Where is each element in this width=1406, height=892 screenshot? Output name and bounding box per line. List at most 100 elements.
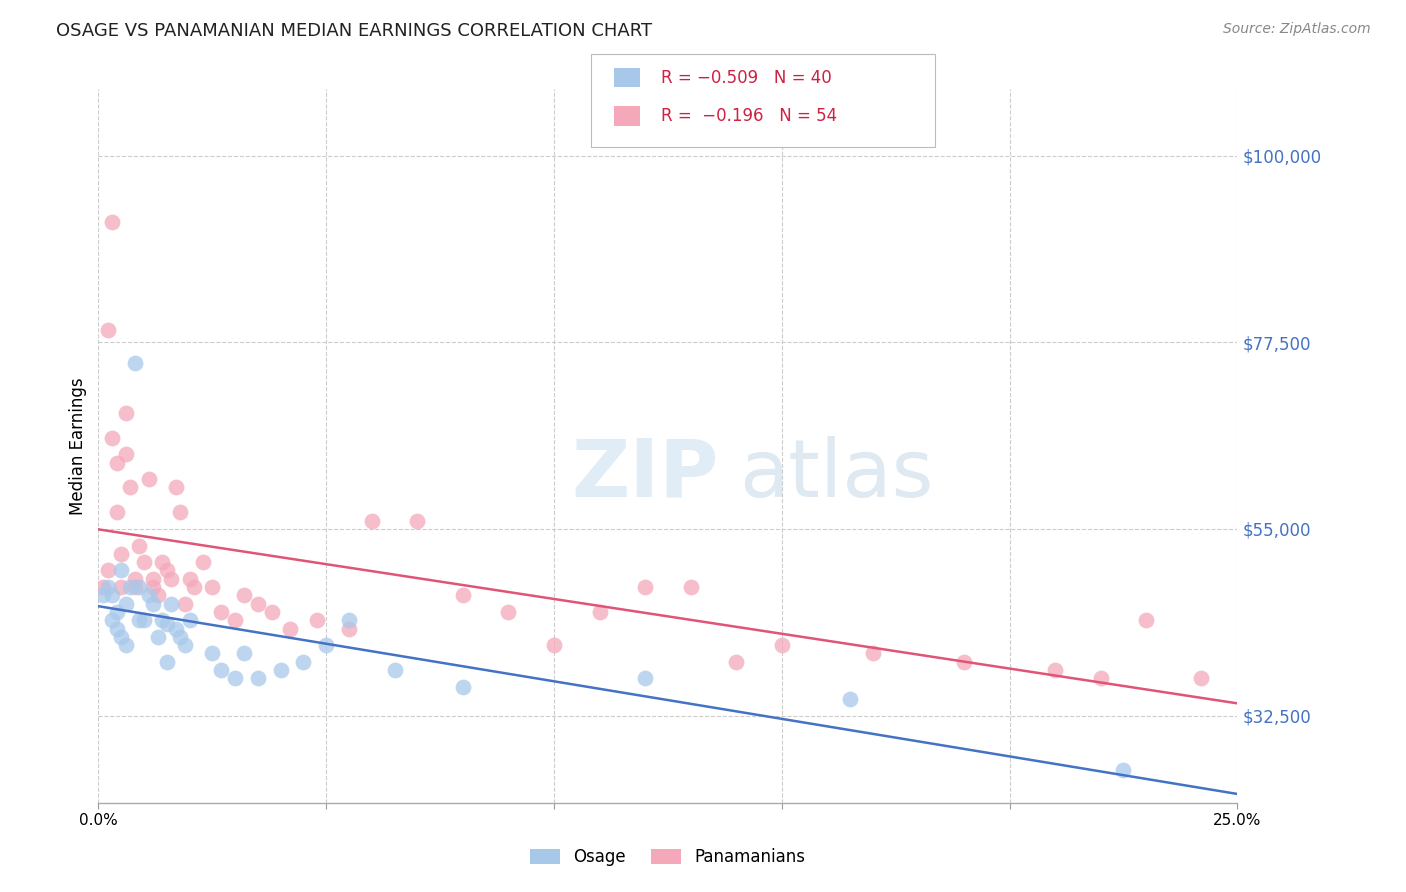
Osage	[156, 617, 179, 632]
Osage	[201, 647, 224, 661]
Panamanians	[260, 605, 283, 619]
Panamanians	[209, 605, 232, 619]
Panamanians	[110, 547, 132, 561]
Panamanians	[337, 622, 360, 636]
Panamanians	[114, 406, 136, 420]
Panamanians	[132, 555, 155, 569]
Osage	[160, 597, 183, 611]
Legend: Osage, Panamanians: Osage, Panamanians	[523, 842, 813, 873]
Osage	[224, 671, 246, 685]
Panamanians	[138, 472, 160, 486]
Text: ZIP: ZIP	[571, 435, 718, 514]
Panamanians	[146, 588, 169, 602]
Panamanians	[179, 572, 201, 586]
Panamanians	[360, 514, 382, 528]
Osage	[174, 638, 197, 652]
Panamanians	[953, 655, 976, 669]
Panamanians	[142, 572, 165, 586]
Osage	[124, 356, 146, 370]
Osage	[105, 622, 128, 636]
Panamanians	[1090, 671, 1112, 685]
Panamanians	[193, 555, 215, 569]
Panamanians	[1189, 671, 1212, 685]
Panamanians	[120, 481, 142, 495]
Panamanians	[183, 580, 205, 594]
Panamanians	[101, 215, 124, 229]
Osage	[132, 613, 155, 627]
Osage	[101, 588, 124, 602]
Osage	[384, 663, 406, 677]
Text: R =  −0.196   N = 54: R = −0.196 N = 54	[661, 107, 837, 125]
Osage	[110, 630, 132, 644]
Osage	[114, 597, 136, 611]
Text: R = −0.509   N = 40: R = −0.509 N = 40	[661, 69, 831, 87]
Y-axis label: Median Earnings: Median Earnings	[69, 377, 87, 515]
Osage	[146, 630, 169, 644]
Osage	[101, 613, 124, 627]
Osage	[169, 630, 191, 644]
Panamanians	[156, 564, 179, 578]
Panamanians	[142, 580, 165, 594]
Panamanians	[862, 647, 884, 661]
Panamanians	[588, 605, 610, 619]
Panamanians	[498, 605, 520, 619]
Panamanians	[543, 638, 565, 652]
Panamanians	[150, 555, 173, 569]
Text: Source: ZipAtlas.com: Source: ZipAtlas.com	[1223, 22, 1371, 37]
Panamanians	[114, 447, 136, 461]
Osage	[233, 647, 256, 661]
Panamanians	[160, 572, 183, 586]
Osage	[451, 680, 474, 694]
Panamanians	[1043, 663, 1066, 677]
Panamanians	[101, 431, 124, 445]
Osage	[128, 613, 150, 627]
Panamanians	[96, 323, 118, 337]
Osage	[114, 638, 136, 652]
Osage	[839, 692, 862, 706]
Panamanians	[105, 456, 128, 470]
Panamanians	[406, 514, 429, 528]
Panamanians	[634, 580, 657, 594]
Osage	[270, 663, 292, 677]
Osage	[315, 638, 337, 652]
Panamanians	[451, 588, 474, 602]
Osage	[128, 580, 150, 594]
Panamanians	[124, 580, 146, 594]
Panamanians	[201, 580, 224, 594]
Panamanians	[105, 505, 128, 519]
Panamanians	[165, 481, 187, 495]
Panamanians	[174, 597, 197, 611]
Osage	[120, 580, 142, 594]
Panamanians	[169, 505, 191, 519]
Panamanians	[278, 622, 301, 636]
Panamanians	[233, 588, 256, 602]
Osage	[246, 671, 269, 685]
Panamanians	[110, 580, 132, 594]
Osage	[105, 605, 128, 619]
Panamanians	[96, 564, 118, 578]
Osage	[156, 655, 179, 669]
Osage	[1112, 763, 1135, 777]
Osage	[179, 613, 201, 627]
Osage	[138, 588, 160, 602]
Osage	[110, 564, 132, 578]
Panamanians	[91, 580, 114, 594]
Panamanians	[770, 638, 793, 652]
Osage	[634, 671, 657, 685]
Text: atlas: atlas	[740, 435, 934, 514]
Panamanians	[725, 655, 748, 669]
Text: OSAGE VS PANAMANIAN MEDIAN EARNINGS CORRELATION CHART: OSAGE VS PANAMANIAN MEDIAN EARNINGS CORR…	[56, 22, 652, 40]
Osage	[292, 655, 315, 669]
Osage	[142, 597, 165, 611]
Panamanians	[307, 613, 329, 627]
Osage	[91, 588, 114, 602]
Panamanians	[679, 580, 702, 594]
Osage	[150, 613, 173, 627]
Panamanians	[128, 539, 150, 553]
Osage	[96, 580, 118, 594]
Osage	[165, 622, 187, 636]
Panamanians	[1135, 613, 1157, 627]
Panamanians	[224, 613, 246, 627]
Panamanians	[124, 572, 146, 586]
Panamanians	[246, 597, 269, 611]
